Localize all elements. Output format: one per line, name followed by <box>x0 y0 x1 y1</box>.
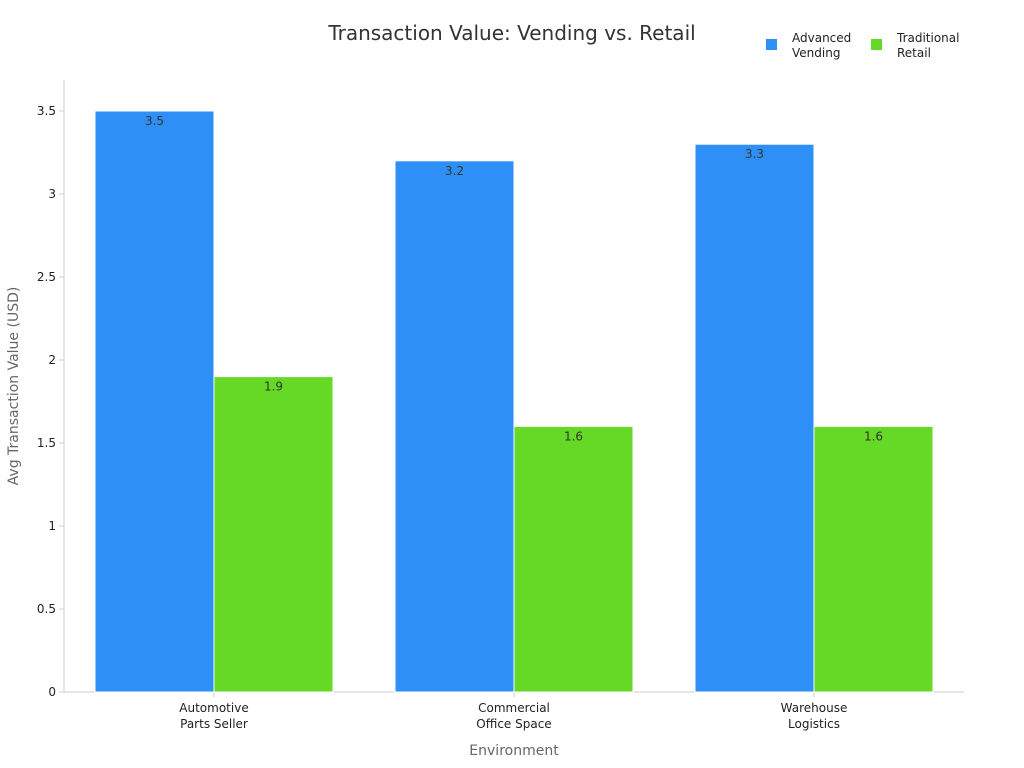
y-tick-label: 2.5 <box>37 270 56 284</box>
bar-traditional-retail[interactable] <box>813 425 934 693</box>
y-tick-label: 3 <box>48 187 56 201</box>
y-tick-label: 1 <box>48 519 56 533</box>
x-tick-label: Warehouse Logistics <box>781 701 848 731</box>
y-tick-label: 1.5 <box>37 436 56 450</box>
bars-group: 3.5 1.9 3.2 1.6 3.3 1.6 <box>94 110 934 693</box>
bar-traditional-retail[interactable] <box>213 376 334 693</box>
legend-label[interactable]: Traditional Retail <box>896 31 959 60</box>
data-label: 1.6 <box>864 429 883 443</box>
x-tick-label-line: Warehouse <box>781 701 848 715</box>
x-tick-label-line: Parts Seller <box>180 717 248 731</box>
y-axis: 0 0.5 1 1.5 2 2.5 3 3.5 <box>37 80 65 699</box>
x-tick-label-line: Automotive <box>179 701 248 715</box>
y-tick-label: 0.5 <box>37 602 56 616</box>
chart-title: Transaction Value: Vending vs. Retail <box>327 21 695 45</box>
y-tick-label: 3.5 <box>37 104 56 118</box>
legend[interactable]: Advanced Vending Traditional Retail <box>766 31 959 60</box>
legend-swatch[interactable] <box>766 39 777 50</box>
legend-label-line: Advanced <box>792 31 851 45</box>
x-tick-label: Commercial Office Space <box>476 701 551 731</box>
bar-advanced-vending[interactable] <box>694 143 815 693</box>
bar-traditional-retail[interactable] <box>513 425 634 693</box>
bar-advanced-vending[interactable] <box>94 110 215 693</box>
legend-label-line: Retail <box>897 46 931 60</box>
x-axis-label: Environment <box>469 743 559 759</box>
x-tick-label-line: Logistics <box>788 717 840 731</box>
bar-advanced-vending[interactable] <box>394 160 515 693</box>
legend-label[interactable]: Advanced Vending <box>792 31 851 60</box>
data-label: 3.3 <box>745 147 764 161</box>
x-tick-label: Automotive Parts Seller <box>179 701 248 731</box>
y-axis-label: Avg Transaction Value (USD) <box>6 287 22 486</box>
x-axis: Automotive Parts Seller Commercial Office S… <box>64 691 964 731</box>
y-tick-label: 2 <box>48 353 56 367</box>
legend-label-line: Traditional <box>896 31 959 45</box>
x-tick-label-line: Commercial <box>478 701 550 715</box>
legend-swatch[interactable] <box>871 39 882 50</box>
data-label: 1.6 <box>564 429 583 443</box>
data-label: 3.5 <box>145 114 164 128</box>
legend-label-line: Vending <box>792 46 840 60</box>
data-label: 3.2 <box>445 164 464 178</box>
x-tick-label-line: Office Space <box>476 717 551 731</box>
data-label: 1.9 <box>264 380 283 394</box>
y-tick-label: 0 <box>48 685 56 699</box>
